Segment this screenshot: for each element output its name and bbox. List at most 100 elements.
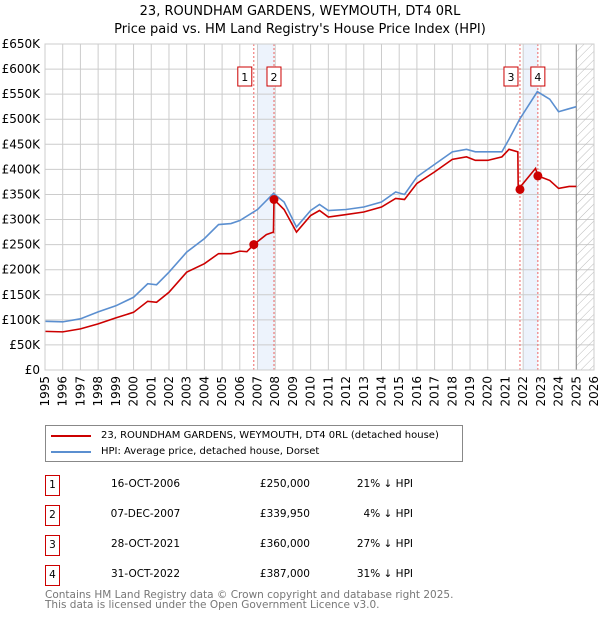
y-tick-label: £550K [2,87,42,101]
chart-title: 23, ROUNDHAM GARDENS, WEYMOUTH, DT4 0RL … [0,3,600,39]
hpi-series-line [44,90,577,323]
title-line-2: Price paid vs. HM Land Registry's House … [114,22,486,37]
legend-item-property: 23, ROUNDHAM GARDENS, WEYMOUTH, DT4 0RL … [51,430,439,441]
y-tick-label: £600K [2,62,42,76]
y-tick-label: £400K [2,162,42,176]
sale-label-border [530,66,546,87]
transaction-row: 1 16-OCT-2006 £250,000 21% ↓ HPI [45,475,445,496]
sale-point [249,240,259,250]
transaction-row: 4 31-OCT-2022 £387,000 31% ↓ HPI [45,565,445,586]
transaction-date: 28-OCT-2021 [111,538,180,550]
y-tick-label: £650K [2,37,42,51]
sale-point [533,171,543,181]
x-tick-label: 2001 [144,376,158,407]
legend-swatch-hpi [51,450,91,453]
legend-label-property: 23, ROUNDHAM GARDENS, WEYMOUTH, DT4 0RL … [101,430,439,441]
transaction-marker: 4 [45,565,60,586]
x-tick-label: 2006 [233,376,247,407]
y-tick-label: £100K [2,313,42,327]
property-series-line [44,148,577,333]
sale-label-box: 4 [530,66,546,87]
footer: Contains HM Land Registry data © Crown c… [45,589,454,611]
transaction-price: £339,950 [259,508,310,520]
transaction-hpi-diff: 4% ↓ HPI [363,508,413,520]
x-tick-label: 2024 [552,376,566,407]
transaction-hpi-diff: 21% ↓ HPI [356,478,413,490]
price-chart: 1995 1996 1997 1998 1999 2000 2001 2002 2003 2004… [2,37,600,407]
sale-label-number: 2 [270,71,277,84]
y-tick-label: £50K [9,338,41,352]
x-tick-label: 2002 [162,376,176,407]
x-tick-label: 2022 [516,376,530,407]
footer-copyright: Contains HM Land Registry data © Crown c… [45,589,454,601]
x-tick-label: 2011 [321,376,335,407]
legend: 23, ROUNDHAM GARDENS, WEYMOUTH, DT4 0RL … [45,425,463,462]
sale-label-border [266,66,282,87]
x-tick-label: 2026 [587,376,600,407]
transaction-row: 2 07-DEC-2007 £339,950 4% ↓ HPI [45,505,445,526]
transaction-date: 07-DEC-2007 [110,508,181,520]
x-tick-label: 2016 [410,376,424,407]
y-tick-label: £500K [2,112,42,126]
transaction-marker: 1 [45,475,60,496]
sale-period-shade [523,44,538,370]
legend-item-hpi: HPI: Average price, detached house, Dors… [51,446,319,457]
sale-point [515,184,525,194]
transaction-hpi-diff: 27% ↓ HPI [356,538,413,550]
transaction-row: 3 28-OCT-2021 £360,000 27% ↓ HPI [45,535,445,556]
sale-label-number: 1 [241,71,248,84]
x-tick-label: 1999 [109,376,123,407]
footer-licence: This data is licensed under the Open Gov… [45,599,380,611]
transaction-hpi-diff: 31% ↓ HPI [356,568,413,580]
x-tick-label: 2019 [463,376,477,407]
y-tick-label: £200K [2,263,42,277]
forecast-hatch [576,44,594,370]
y-tick-label: £350K [2,187,42,201]
legend-swatch-property [51,434,91,437]
transaction-marker: 3 [45,535,60,556]
x-tick-label: 1996 [56,376,70,407]
transaction-price: £360,000 [259,538,310,550]
sale-period-shade [257,44,274,370]
transaction-marker: 2 [45,505,60,526]
legend-label-hpi: HPI: Average price, detached house, Dors… [101,446,320,457]
sale-label-box: 1 [237,66,253,87]
y-tick-label: £150K [2,288,42,302]
y-tick-label: £0 [25,363,40,377]
plot-border [44,43,595,371]
sale-label-border [503,66,519,87]
x-tick-label: 1995 [38,376,52,407]
sale-point [269,195,279,205]
x-tick-label: 2007 [251,376,265,407]
transaction-date: 31-OCT-2022 [111,568,180,580]
sale-label-border [237,66,253,87]
x-tick-label: 2012 [339,376,353,407]
x-tick-label: 1997 [73,376,87,407]
title-line-1: 23, ROUNDHAM GARDENS, WEYMOUTH, DT4 0RL [139,4,461,19]
x-tick-label: 2018 [445,376,459,407]
x-tick-label: 2000 [127,376,141,407]
sale-label-number: 4 [534,71,541,84]
x-tick-label: 2009 [286,376,300,407]
transaction-price: £250,000 [259,478,310,490]
y-tick-label: £450K [2,137,42,151]
x-tick-label: 2017 [428,376,442,407]
x-tick-label: 2008 [268,376,282,407]
x-tick-label: 2021 [498,376,512,407]
x-tick-label: 2015 [392,376,406,407]
sale-label-number: 3 [507,71,514,84]
x-tick-label: 2025 [569,376,583,407]
x-tick-label: 2013 [357,376,371,407]
sale-label-box: 3 [503,66,519,87]
x-tick-label: 2020 [481,376,495,407]
transaction-price: £387,000 [259,568,310,580]
y-tick-label: £250K [2,238,42,252]
x-tick-label: 2023 [534,376,548,407]
x-tick-label: 2005 [215,376,229,407]
y-tick-label: £300K [2,213,42,227]
x-tick-label: 1998 [91,376,105,407]
x-tick-label: 2010 [304,376,318,407]
x-tick-label: 2003 [180,376,194,407]
x-tick-label: 2004 [197,376,211,407]
